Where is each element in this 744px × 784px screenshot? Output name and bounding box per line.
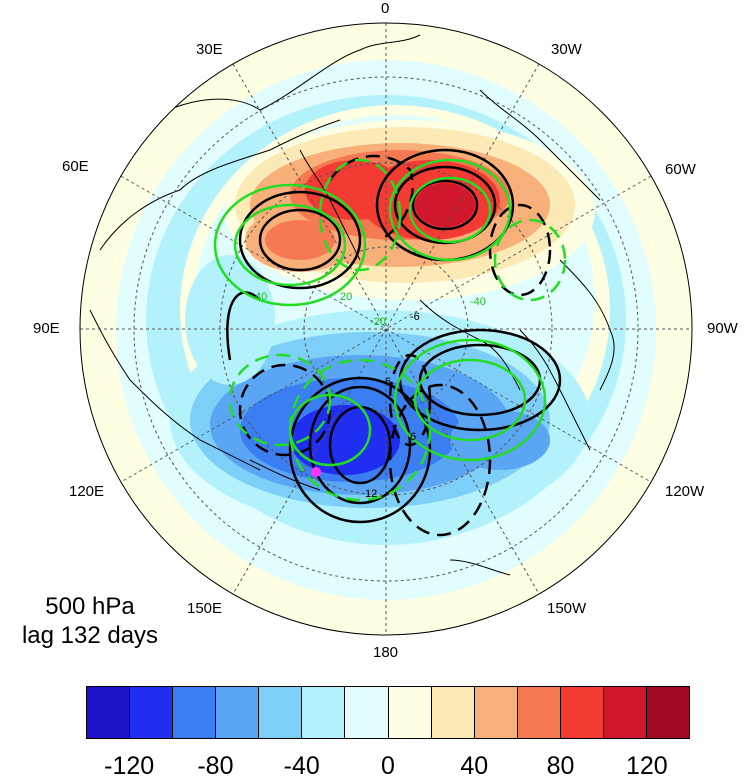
lon-label-150w: 150W [547, 600, 587, 617]
colorbar-tick-label: 0 [381, 752, 395, 780]
contour-label: 40 [255, 291, 267, 303]
colorbar-swatch [345, 687, 389, 738]
lon-label-90w: 90W [707, 320, 738, 337]
colorbar-swatch [560, 687, 604, 738]
contour-labels: 6 6 12 -6 40 -20 -40 20 [255, 291, 486, 500]
colorbar-swatch [603, 687, 648, 738]
colorbar-swatch [474, 687, 518, 738]
colorbar-swatch [87, 687, 131, 738]
colorbar-tick-label: -80 [197, 752, 234, 780]
colorbar-swatch [647, 687, 690, 738]
coastlines [89, 34, 615, 576]
location-marker [311, 467, 321, 477]
colorbar-tick-label: -120 [104, 752, 155, 780]
colorbar-swatch [517, 687, 561, 738]
lon-label-60w: 60W [665, 161, 696, 178]
lon-label-120w: 120W [665, 483, 705, 500]
colorbar-swatch [302, 687, 346, 738]
colorbar [86, 686, 690, 739]
contour-label: -20 [370, 316, 386, 328]
colorbar-swatch [216, 687, 260, 738]
colorbar-tick-label: 120 [625, 752, 668, 780]
green-dashed-contours [228, 158, 567, 502]
lon-label-30w: 30W [551, 41, 582, 58]
contour-label: 6 [410, 431, 416, 443]
lon-label-30e: 30E [196, 41, 223, 58]
colorbar-swatch [173, 687, 217, 738]
contour-label: 12 [365, 488, 377, 500]
contour-label: -6 [410, 311, 420, 323]
colorbar-swatch [388, 687, 432, 738]
colorbar-tick-label: 40 [460, 752, 489, 780]
lon-label-180: 180 [373, 644, 399, 661]
lon-label-90e: 90E [33, 320, 60, 337]
lon-label-0: 0 [381, 0, 390, 17]
contour-label: 20 [340, 291, 352, 303]
colorbar-swatch [259, 687, 303, 738]
figure-caption: 500 hPa lag 132 days [0, 592, 180, 650]
lag-label: lag 132 days [21, 622, 159, 649]
lon-label-60e: 60E [62, 158, 89, 175]
contour-label: -40 [470, 296, 486, 308]
colorbar-tick-label: 80 [546, 752, 575, 780]
map-border [79, 22, 693, 636]
colorbar-tick-label: -40 [283, 752, 320, 780]
lon-label-120e: 120E [69, 483, 105, 500]
colorbar-swatch [130, 687, 174, 738]
contour-label: 6 [385, 376, 391, 388]
lon-label-150e: 150E [187, 600, 223, 617]
pressure-level: 500 hPa [45, 593, 135, 620]
colorbar-swatch [431, 687, 475, 738]
